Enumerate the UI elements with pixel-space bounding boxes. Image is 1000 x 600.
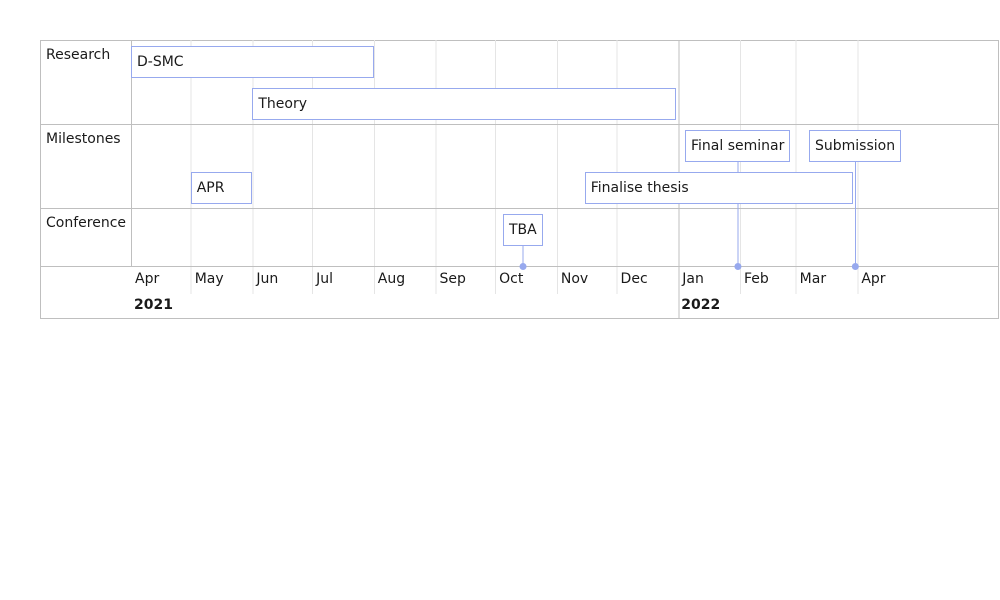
month-label: Nov — [560, 271, 589, 287]
month-label: Jul — [316, 271, 333, 287]
point-marker-dot — [851, 263, 859, 270]
group-label-research: Research — [46, 47, 111, 63]
group-label-milestones: Milestones — [46, 131, 121, 147]
range-item-theory[interactable]: Theory — [252, 88, 677, 120]
range-item-d-smc[interactable]: D-SMC — [131, 46, 374, 78]
range-item-apr[interactable]: APR — [190, 172, 253, 204]
point-item-submission[interactable]: Submission — [809, 130, 902, 162]
month-label: Apr — [135, 271, 160, 287]
month-label: Jun — [256, 271, 279, 287]
month-label: Aug — [377, 271, 406, 287]
year-label: 2021 — [134, 297, 173, 313]
month-label: Feb — [743, 271, 769, 287]
range-item-finalise-thesis[interactable]: Finalise thesis — [584, 172, 854, 204]
year-label: 2022 — [681, 297, 721, 313]
point-item-tba[interactable]: TBA — [503, 214, 543, 246]
month-label: Mar — [799, 271, 827, 287]
point-marker-dot — [734, 263, 742, 270]
month-label: Apr — [861, 271, 886, 287]
month-label: Jan — [682, 271, 704, 287]
point-item-final-seminar[interactable]: Final seminar — [685, 130, 791, 162]
month-label: May — [194, 271, 224, 287]
month-label: Dec — [620, 271, 648, 287]
timeline-frame — [40, 40, 999, 319]
month-label: Oct — [499, 271, 524, 287]
point-marker-dot — [519, 263, 527, 270]
month-label: Sep — [439, 271, 466, 287]
group-label-conference: Conference — [46, 215, 127, 231]
